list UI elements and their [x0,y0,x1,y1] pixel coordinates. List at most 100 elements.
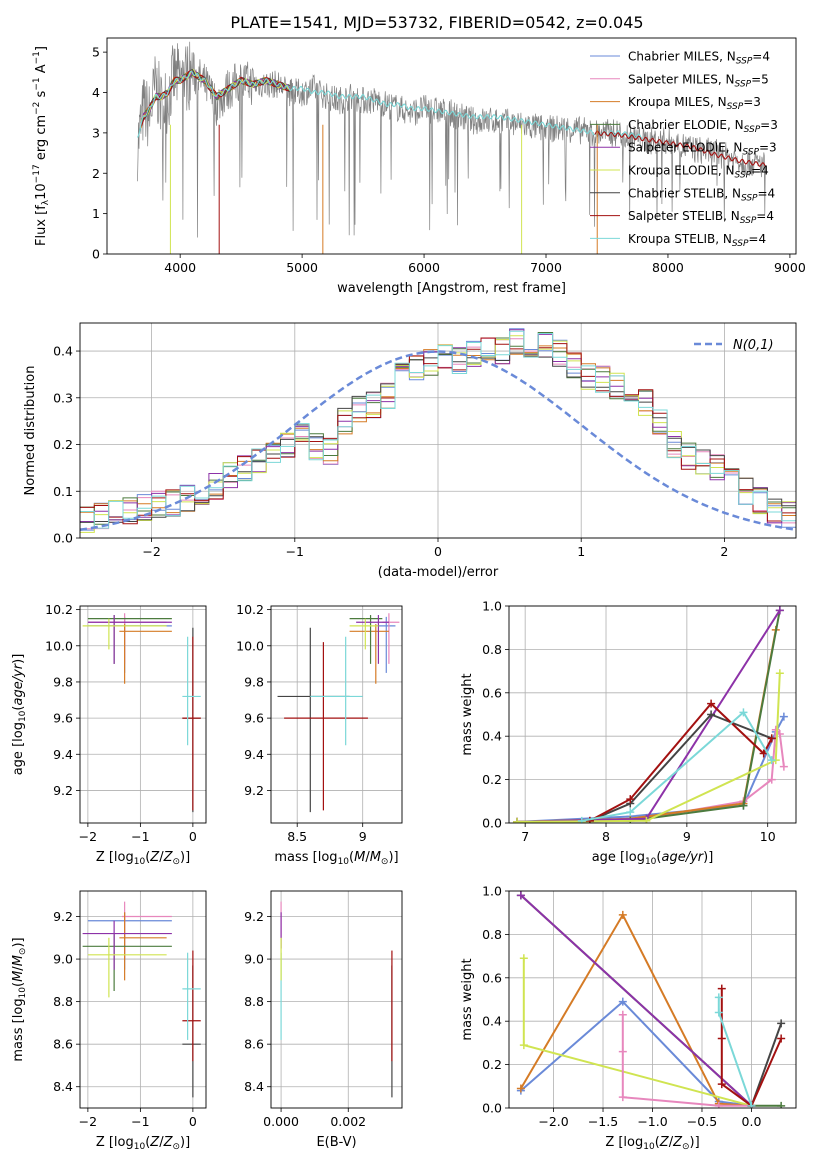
x-axis-label: Z [log10(Z/Z⊙)] [96,850,190,867]
errorbar-point [182,952,201,1040]
y-tick-label: 9.6 [53,711,73,726]
weight-line [520,894,782,1107]
y-tick-label: 5 [92,45,100,60]
y-tick-label: 3 [92,125,100,140]
weight-line [522,958,752,1107]
age-vs-Z-axes: −2 −1 0 9.2 9.4 9.6 9.8 10.0 10.2 [45,602,206,844]
errorbar-point [182,636,201,746]
weight-marker [516,1084,525,1093]
weight-marker [707,699,716,708]
residuals-frame [79,322,797,539]
y-tick-label: 0.8 [482,927,502,942]
x-tick-label: 0 [189,829,197,844]
x-axis-label: age [log10(age/yr)] [592,850,714,867]
y-axis-label: Flux [fλ10−17 erg cm−2 s−1 A−1] [32,46,51,246]
errorbar-point [277,627,350,813]
weight-series [714,993,756,1108]
mass-vs-Z-frame [79,890,207,1109]
x-tick-label: −1 [286,544,304,559]
x-tick-label: 0 [434,544,442,559]
weight-line [520,912,752,1107]
y-tick-label: 9.8 [244,674,264,689]
y-axis-label: Normed distribution [23,366,38,496]
mass-vs-EBV-axes: 0.000 0.002 8.4 8.6 8.8 9.0 9.2 [244,891,402,1129]
weight-series [585,699,776,823]
errorbar-point [356,615,389,664]
y-tick-label: 0.4 [482,1014,502,1029]
y-tick-label: 0.6 [482,685,502,700]
model-spectrum [594,130,766,167]
x-tick-label: −2.0 [538,1114,568,1129]
weight-marker [775,606,784,615]
weight-marker [707,710,716,719]
gaussian-curve [80,350,796,532]
x-tick-label: −0.5 [687,1114,717,1129]
weight-line [589,713,773,822]
y-axis-label: mass [log10(M/M⊙)] [11,937,28,1061]
legend-label: N(0,1) [733,338,774,353]
x-tick-label: 8.5 [287,829,307,844]
y-tick-label: 0.4 [53,344,73,359]
histogram-series [80,330,796,529]
errorbar-point [182,636,201,811]
x-tick-label: −1 [131,829,149,844]
x-tick-label: 9 [683,829,691,844]
weight-marker [577,816,586,823]
weight-marker [626,795,635,804]
x-tick-label: 0.0 [742,1114,762,1129]
histogram-steps [80,328,796,533]
errorbar-point [87,937,167,998]
weight-marker [618,997,627,1006]
errorbar-point [349,618,379,650]
x-tick-label: 7000 [530,260,562,275]
errorbar-point [82,618,167,650]
weight-marker [714,1101,723,1108]
weight-line [520,894,753,1107]
errorbar-point [182,950,201,1062]
x-tick-label: 0 [189,1114,197,1129]
weight-marker [513,817,522,823]
weight-series [577,708,776,823]
age-vs-Z-frame [79,605,207,824]
errorbar-point [182,965,201,1098]
spectrum-lines [137,41,766,254]
y-tick-label: 8.4 [244,1079,264,1094]
y-tick-label: 2 [92,166,100,181]
legend-label: Chabrier STELIB, NSSP=4 [628,186,775,203]
legend-label: Salpeter ELODIE, NSSP=3 [628,141,777,158]
weight-vs-Z-frame [508,890,797,1109]
y-tick-label: 9.2 [244,909,264,924]
errorbar-point [122,901,172,960]
y-tick-label: 10.0 [45,638,73,653]
weight-series [513,712,788,823]
spectrum-axes: 4000 5000 6000 7000 8000 9000 0 1 2 3 4 5 [92,45,806,275]
y-tick-label: 0.0 [53,531,73,546]
x-tick-label: −2 [79,1114,97,1129]
errorbar-point [82,920,172,970]
y-tick-label: 0 [92,247,100,262]
weight-marker [747,1101,756,1108]
x-tick-label: −1.0 [637,1114,667,1129]
x-axis-label: Z [log10(Z/Z⊙)] [605,1135,699,1152]
y-tick-label: 1.0 [482,884,502,899]
y-tick-label: 0.8 [482,642,502,657]
legend-label: Salpeter STELIB, NSSP=4 [628,209,774,226]
y-axis-label: mass weight [460,958,475,1040]
weight-line [517,673,781,823]
y-tick-label: 0.1 [53,484,73,499]
weight-marker [618,910,627,919]
x-tick-label: −1.5 [588,1114,618,1129]
legend-label: Kroupa MILES, NSSP=3 [628,95,761,112]
x-tick-label: 5000 [286,260,318,275]
age-vs-mass-frame [270,605,403,824]
weight-marker [618,1093,627,1102]
legend-label: Kroupa STELIB, NSSP=4 [628,232,766,249]
weight-marker [717,984,726,993]
x-tick-label: 7 [521,829,529,844]
weight-marker [779,762,788,771]
mass-vs-Z-points [82,901,201,1098]
weight-marker [771,725,780,734]
y-axis-label: mass weight [460,673,475,755]
x-tick-label: −2 [79,829,97,844]
